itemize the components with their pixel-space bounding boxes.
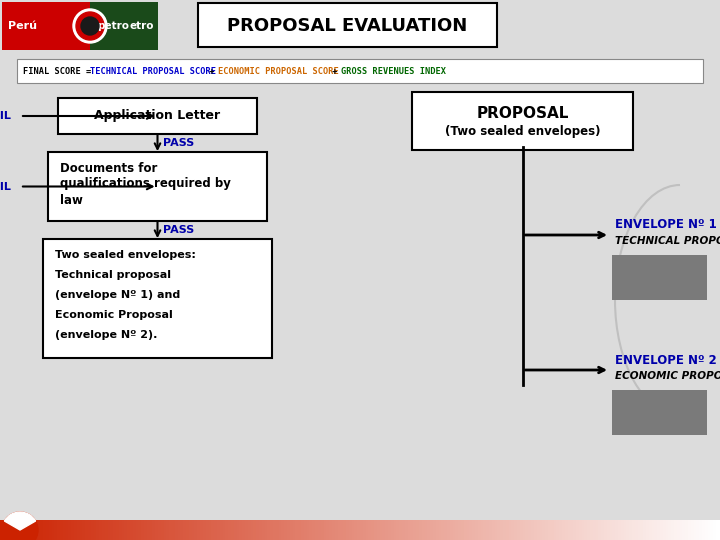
Text: FINAL SCORE =: FINAL SCORE = — [23, 66, 96, 76]
FancyBboxPatch shape — [90, 2, 158, 50]
Text: PROPOSAL: PROPOSAL — [477, 105, 569, 120]
Circle shape — [73, 9, 107, 43]
FancyBboxPatch shape — [612, 255, 707, 300]
FancyBboxPatch shape — [58, 98, 257, 134]
Text: Documents for: Documents for — [60, 161, 158, 174]
Text: Perú: Perú — [8, 21, 37, 31]
Text: GROSS REVENUES INDEX: GROSS REVENUES INDEX — [341, 66, 446, 76]
Text: PASS: PASS — [163, 225, 194, 235]
FancyBboxPatch shape — [412, 92, 633, 150]
FancyBboxPatch shape — [198, 3, 497, 47]
Text: PROPOSAL EVALUATION: PROPOSAL EVALUATION — [227, 17, 467, 35]
Text: petro: petro — [97, 21, 129, 31]
Circle shape — [81, 17, 99, 35]
Text: law: law — [60, 193, 83, 206]
Text: qualifications required by: qualifications required by — [60, 178, 231, 191]
FancyBboxPatch shape — [43, 239, 272, 358]
FancyBboxPatch shape — [48, 152, 267, 221]
Text: ENVELOPE Nº 2: ENVELOPE Nº 2 — [615, 354, 716, 367]
Circle shape — [76, 12, 104, 40]
Text: etro: etro — [130, 21, 155, 31]
Text: TECHNICAL PROPOSAL SCORE: TECHNICAL PROPOSAL SCORE — [89, 66, 215, 76]
Text: FAIL: FAIL — [0, 181, 11, 192]
Text: ECONOMIC PROPOSAL SCORE: ECONOMIC PROPOSAL SCORE — [217, 66, 338, 76]
Text: Economic Proposal: Economic Proposal — [55, 310, 173, 320]
Text: ECONOMIC PROPOSAL: ECONOMIC PROPOSAL — [615, 371, 720, 381]
FancyBboxPatch shape — [17, 59, 703, 83]
FancyBboxPatch shape — [612, 390, 707, 435]
Text: Two sealed envelopes:: Two sealed envelopes: — [55, 250, 196, 260]
Text: (envelope Nº 1) and: (envelope Nº 1) and — [55, 290, 180, 300]
Circle shape — [2, 512, 38, 540]
Text: TECHNICAL PROPOSAL: TECHNICAL PROPOSAL — [615, 236, 720, 246]
Text: +: + — [204, 66, 220, 76]
Text: FAIL: FAIL — [0, 111, 11, 121]
Text: ENVELOPE Nº 1: ENVELOPE Nº 1 — [615, 219, 716, 232]
Text: (envelope Nº 2).: (envelope Nº 2). — [55, 330, 158, 340]
Text: Technical proposal: Technical proposal — [55, 270, 171, 280]
Wedge shape — [4, 512, 35, 530]
Text: Application Letter: Application Letter — [94, 110, 220, 123]
Text: (Two sealed envelopes): (Two sealed envelopes) — [445, 125, 600, 138]
FancyBboxPatch shape — [2, 2, 90, 50]
Text: PASS: PASS — [163, 138, 194, 148]
Text: +: + — [327, 66, 343, 76]
